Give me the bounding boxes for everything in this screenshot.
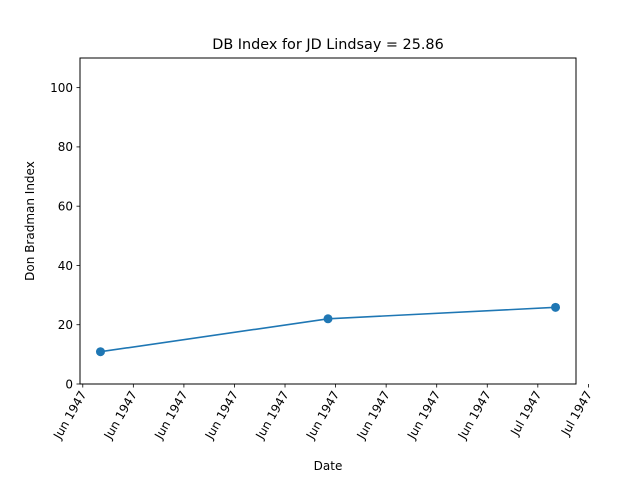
x-axis-ticks: Jun 1947 Jun 1947 Jun 1947 Jun 1947 Jun 1947… [50, 384, 595, 442]
y-tick-label: 60 [58, 199, 73, 213]
plot-area-frame [79, 57, 577, 385]
x-tick-label: Jun 1947 [354, 389, 393, 443]
x-tick-label: Jun 1947 [50, 389, 89, 443]
x-axis-label: Date [314, 459, 343, 473]
data-point-3 [551, 302, 561, 312]
x-tick-label: Jun 1947 [404, 389, 443, 443]
series-layer [95, 302, 561, 357]
x-tick-label: Jun 1947 [303, 389, 342, 443]
series-line [100, 306, 556, 353]
data-point-2 [323, 314, 333, 324]
x-tick-label: Jun 1947 [151, 389, 190, 443]
chart-title: DB Index for JD Lindsay = 25.86 [212, 37, 444, 53]
y-axis-label: Don Bradman Index [23, 161, 37, 281]
x-tick-label: Jun 1947 [101, 389, 140, 443]
x-tick-label: Jul 1947 [558, 389, 595, 439]
y-tick-label: 20 [58, 318, 73, 332]
y-axis-ticks: 0 20 40 60 80 100 [50, 81, 80, 391]
y-tick-label: 40 [58, 259, 73, 273]
x-tick-label: Jul 1947 [507, 389, 544, 439]
x-tick-label: Jun 1947 [455, 389, 494, 443]
y-tick-label: 0 [65, 377, 73, 391]
y-tick-label: 80 [58, 140, 73, 154]
x-tick-label: Jun 1947 [202, 389, 241, 443]
x-tick-label: Jun 1947 [252, 389, 291, 443]
y-tick-label: 100 [50, 81, 73, 95]
data-point-1 [95, 347, 105, 357]
